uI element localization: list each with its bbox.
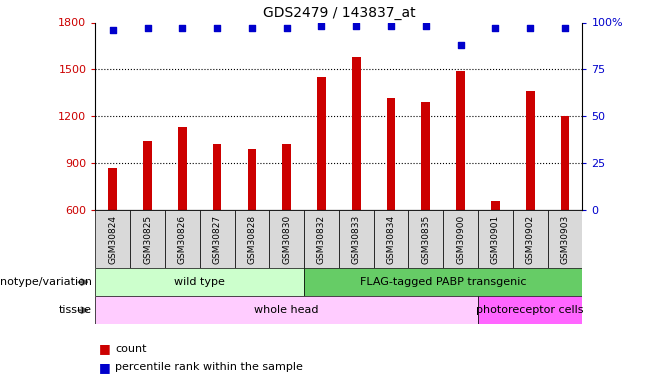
Bar (387, 98, 395, 210)
Bar (491, 201, 499, 210)
Point (212, 25, 222, 31)
Title: GDS2479 / 143837_at: GDS2479 / 143837_at (263, 6, 415, 20)
Text: GSM30835: GSM30835 (421, 214, 430, 264)
Text: GSM30828: GSM30828 (247, 214, 257, 264)
Bar (165, 210, 200, 268)
Bar (443, 210, 478, 268)
Bar (339, 210, 374, 268)
Bar (95, 210, 130, 268)
Bar (247, 149, 256, 210)
Bar (422, 102, 430, 210)
Bar (352, 57, 361, 210)
Text: percentile rank within the sample: percentile rank within the sample (115, 363, 303, 372)
Bar (456, 71, 465, 210)
Point (247, 25, 257, 31)
Point (107, 27, 118, 33)
Text: GSM30824: GSM30824 (109, 214, 117, 264)
Bar (513, 210, 547, 268)
Point (351, 23, 361, 29)
Text: GSM30902: GSM30902 (526, 214, 535, 264)
Point (177, 25, 188, 31)
Text: photoreceptor cells: photoreceptor cells (476, 305, 584, 315)
Text: whole head: whole head (255, 305, 319, 315)
Bar (109, 168, 117, 210)
Text: GSM30834: GSM30834 (386, 214, 395, 264)
Text: GSM30900: GSM30900 (456, 214, 465, 264)
Text: GSM30827: GSM30827 (213, 214, 222, 264)
Bar (374, 210, 409, 268)
Bar (304, 210, 339, 268)
Bar (95, 296, 478, 324)
Text: GSM30830: GSM30830 (282, 214, 291, 264)
Text: count: count (115, 344, 147, 354)
Bar (130, 210, 165, 268)
Text: ■: ■ (99, 361, 111, 374)
Bar (317, 77, 326, 210)
Bar (478, 210, 513, 268)
Bar (213, 144, 222, 210)
Bar (178, 127, 187, 210)
Text: tissue: tissue (59, 305, 92, 315)
Point (282, 25, 292, 31)
Point (386, 23, 396, 29)
Text: FLAG-tagged PABP transgenic: FLAG-tagged PABP transgenic (360, 277, 526, 287)
Text: GSM30832: GSM30832 (317, 214, 326, 264)
Bar (269, 210, 304, 268)
Point (490, 25, 501, 31)
Point (142, 25, 153, 31)
Text: wild type: wild type (174, 277, 225, 287)
Point (525, 25, 536, 31)
Bar (200, 210, 234, 268)
Text: GSM30826: GSM30826 (178, 214, 187, 264)
Bar (526, 91, 534, 210)
Point (420, 23, 431, 29)
Text: GSM30833: GSM30833 (352, 214, 361, 264)
Text: GSM30903: GSM30903 (561, 214, 569, 264)
Point (560, 25, 570, 31)
Text: ■: ■ (99, 342, 111, 355)
Bar (547, 210, 582, 268)
Text: GSM30901: GSM30901 (491, 214, 500, 264)
Bar (282, 144, 291, 210)
Bar (478, 296, 582, 324)
Bar (561, 116, 569, 210)
Bar (143, 141, 152, 210)
Text: genotype/variation: genotype/variation (0, 277, 92, 287)
Text: GSM30825: GSM30825 (143, 214, 152, 264)
Bar (95, 268, 304, 296)
Point (316, 23, 327, 29)
Bar (304, 268, 582, 296)
Bar (234, 210, 269, 268)
Point (455, 42, 466, 48)
Bar (409, 210, 443, 268)
